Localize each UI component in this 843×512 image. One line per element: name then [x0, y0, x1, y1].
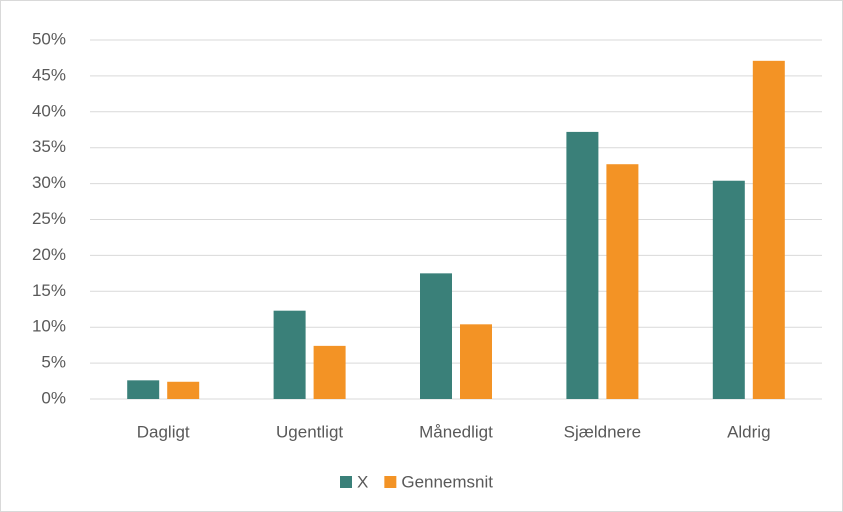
y-tick-label: 20%: [32, 245, 66, 264]
y-tick-label: 15%: [32, 281, 66, 300]
x-tick-label: Månedligt: [419, 422, 493, 441]
bar: [273, 310, 306, 399]
y-tick-label: 40%: [32, 101, 66, 120]
y-tick-label: 25%: [32, 209, 66, 228]
bar: [606, 164, 639, 399]
legend-label: Gennemsnit: [401, 472, 493, 491]
y-tick-label: 30%: [32, 173, 66, 192]
x-tick-label: Dagligt: [137, 422, 190, 441]
y-tick-label: 50%: [32, 29, 66, 48]
legend-swatch: [340, 476, 352, 488]
y-tick-label: 35%: [32, 137, 66, 156]
legend-label: X: [357, 472, 368, 491]
y-tick-label: 45%: [32, 65, 66, 84]
bar: [313, 345, 346, 399]
x-tick-label: Aldrig: [727, 422, 770, 441]
y-tick-label: 5%: [41, 353, 66, 372]
bar: [420, 273, 452, 399]
x-tick-label: Ugentligt: [276, 422, 343, 441]
x-tick-label: Sjældnere: [564, 422, 642, 441]
bar: [752, 60, 785, 400]
bar: [566, 131, 599, 400]
legend-swatch: [384, 476, 397, 488]
bar: [460, 324, 492, 399]
bar: [712, 180, 745, 399]
bar: [167, 381, 200, 399]
y-tick-label: 0%: [41, 388, 66, 407]
y-tick-label: 10%: [32, 317, 66, 336]
bar: [127, 380, 160, 399]
